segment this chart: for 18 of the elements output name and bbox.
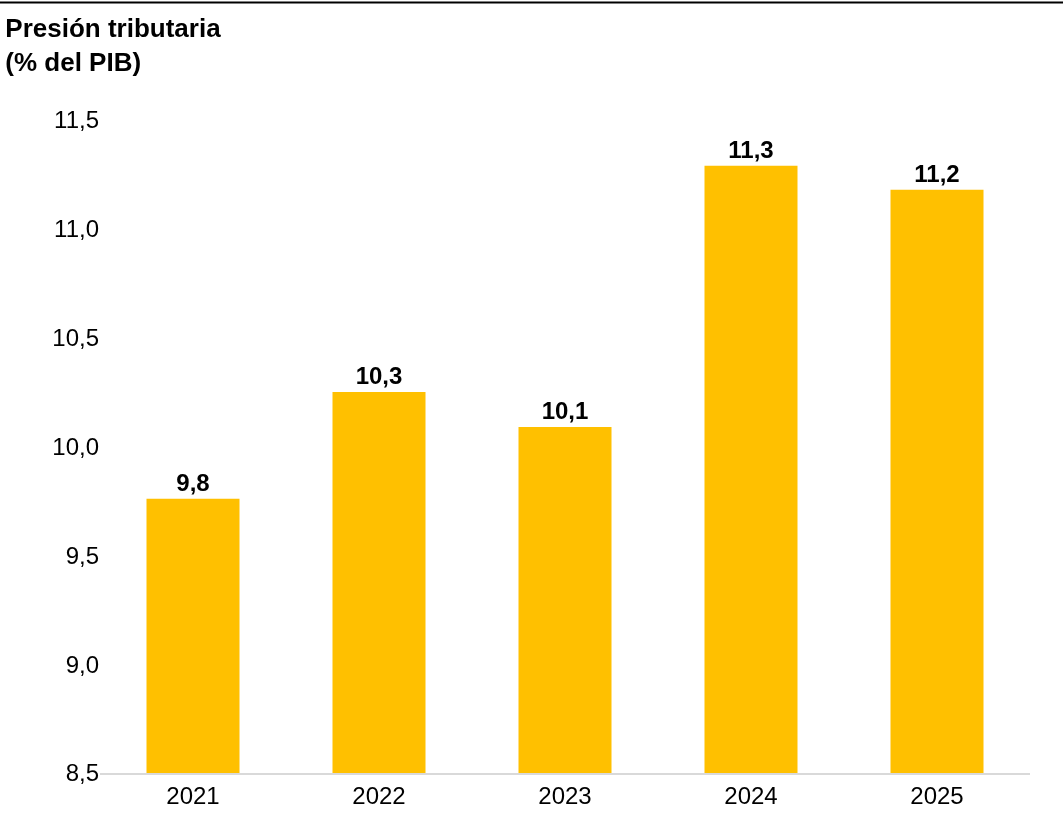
data-label: 9,8 — [176, 468, 210, 496]
chart-title: Presión tributaria (% del PIB) — [5, 13, 222, 78]
data-label: 11,3 — [728, 135, 774, 163]
data-label: 10,3 — [355, 362, 403, 390]
x-tick-label: 2022 — [352, 781, 406, 809]
y-tick-label: 8,5 — [65, 759, 99, 787]
y-tick-label: 9,5 — [65, 541, 99, 569]
y-tick-label: 10,0 — [52, 432, 99, 460]
data-label: 10,1 — [541, 396, 589, 424]
y-tick-label: 11,0 — [54, 215, 99, 243]
data-label: 11,2 — [914, 159, 960, 187]
y-tick-label: 10,5 — [52, 324, 99, 352]
y-tick-label: 11,5 — [54, 106, 99, 134]
x-tick-label: 2025 — [910, 781, 964, 809]
x-tick-label: 2021 — [166, 781, 220, 809]
x-tick-label: 2023 — [538, 781, 592, 809]
x-tick-label: 2024 — [724, 781, 778, 809]
y-tick-label: 9,0 — [65, 650, 99, 678]
